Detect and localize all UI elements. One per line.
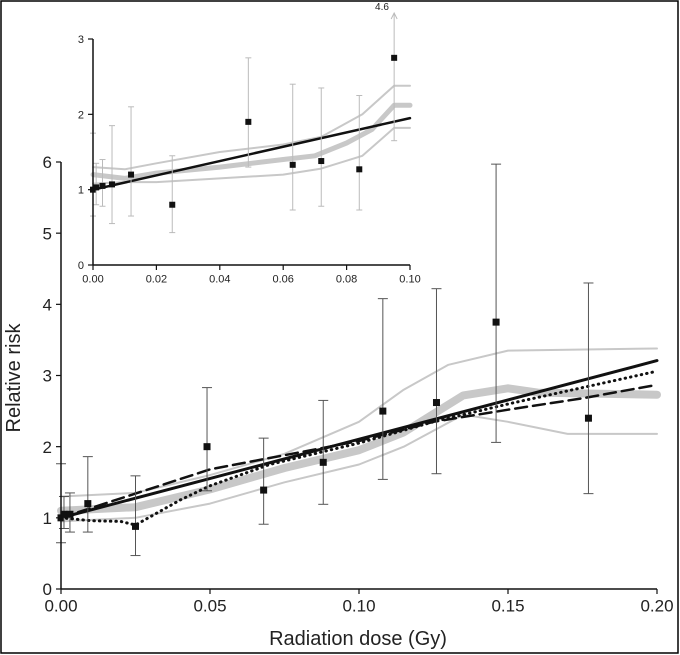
- inset-chart: 0 1 2 3 0.00 0.02 0.04 0.06 0.08 0.10 4.6: [63, 2, 425, 285]
- x-tick-label-4: 0.08: [336, 273, 357, 285]
- y-tick-label-5: 5: [43, 224, 52, 243]
- y-tick-label-4: 4: [43, 295, 52, 314]
- y-tick-label-3: 3: [43, 367, 52, 386]
- data-point-6: [260, 486, 268, 494]
- x-axis-label: Radiation dose (Gy): [269, 628, 447, 650]
- inset-points: [90, 11, 398, 234]
- data-point-2: [99, 182, 106, 189]
- data-point-7: [289, 161, 296, 168]
- data-point-1: [93, 184, 100, 191]
- data-point-10: [391, 54, 398, 61]
- data-point-5: [169, 201, 176, 208]
- series-line-dotted: [59, 369, 659, 527]
- x-tick-label-2: 0.10: [342, 596, 375, 615]
- main-bands: [57, 347, 661, 523]
- data-point-7: [319, 458, 327, 466]
- y-tick-label-3: 3: [78, 34, 84, 46]
- x-tick-label-1: 0.05: [193, 596, 226, 615]
- inset-lines: [91, 116, 412, 191]
- data-point-1: [60, 510, 68, 518]
- series-line-smooth: [57, 384, 661, 515]
- x-tick-label-5: 0.10: [399, 273, 420, 285]
- x-tick-label-4: 0.20: [640, 596, 673, 615]
- data-point-4: [132, 522, 139, 530]
- data-point-3: [84, 500, 92, 508]
- inset-bands: [90, 84, 413, 185]
- data-point-11: [584, 414, 592, 422]
- data-point-10: [492, 318, 500, 326]
- y-tick-label-1: 1: [43, 509, 52, 528]
- data-point-9: [432, 399, 440, 407]
- y-axis-label: Relative risk: [3, 323, 25, 433]
- series-line-solid: [59, 359, 659, 520]
- x-tick-label-0: 0.00: [44, 596, 77, 615]
- y-tick-label-0: 0: [43, 580, 52, 599]
- data-point-8: [318, 158, 325, 165]
- y-tick-label-1: 1: [78, 185, 84, 197]
- series-line-solid: [91, 116, 412, 191]
- data-point-4: [128, 171, 135, 178]
- y-tick-label-6: 6: [43, 153, 52, 172]
- main-chart: 0 1 2 3 4 5 6 0.00 0.05 0.10 0.15 0.20 Radiation do…: [3, 153, 674, 650]
- inset-annotation: 4.6: [375, 2, 389, 13]
- series-line-ci-lower: [92, 126, 411, 185]
- series-line-ci-lower: [60, 413, 658, 523]
- x-tick-label-2: 0.04: [209, 273, 230, 285]
- series-line-ci-upper: [60, 347, 658, 498]
- data-point-5: [203, 443, 211, 451]
- data-point-9: [356, 166, 363, 173]
- series-line-smooth: [90, 102, 413, 181]
- y-tick-label-2: 2: [43, 438, 52, 457]
- data-point-3: [109, 181, 116, 188]
- x-tick-label-0: 0.00: [82, 273, 103, 285]
- data-point-6: [245, 118, 252, 125]
- main-lines: [59, 359, 659, 527]
- inset-axes: 0 1 2 3 0.00 0.02 0.04 0.06 0.08 0.10: [78, 34, 421, 285]
- data-point-8: [379, 407, 387, 415]
- y-tick-label-2: 2: [78, 109, 84, 121]
- series-line-ci-upper: [92, 84, 411, 171]
- x-tick-label-3: 0.15: [491, 596, 524, 615]
- overflow-arrow-10: [390, 11, 398, 20]
- x-tick-label-3: 0.06: [272, 273, 293, 285]
- y-tick-label-0: 0: [78, 260, 84, 272]
- main-axes: 0 1 2 3 4 5 6 0.00 0.05 0.10 0.15 0.20: [43, 153, 674, 615]
- x-tick-label-1: 0.02: [146, 273, 167, 285]
- data-point-2: [66, 510, 74, 518]
